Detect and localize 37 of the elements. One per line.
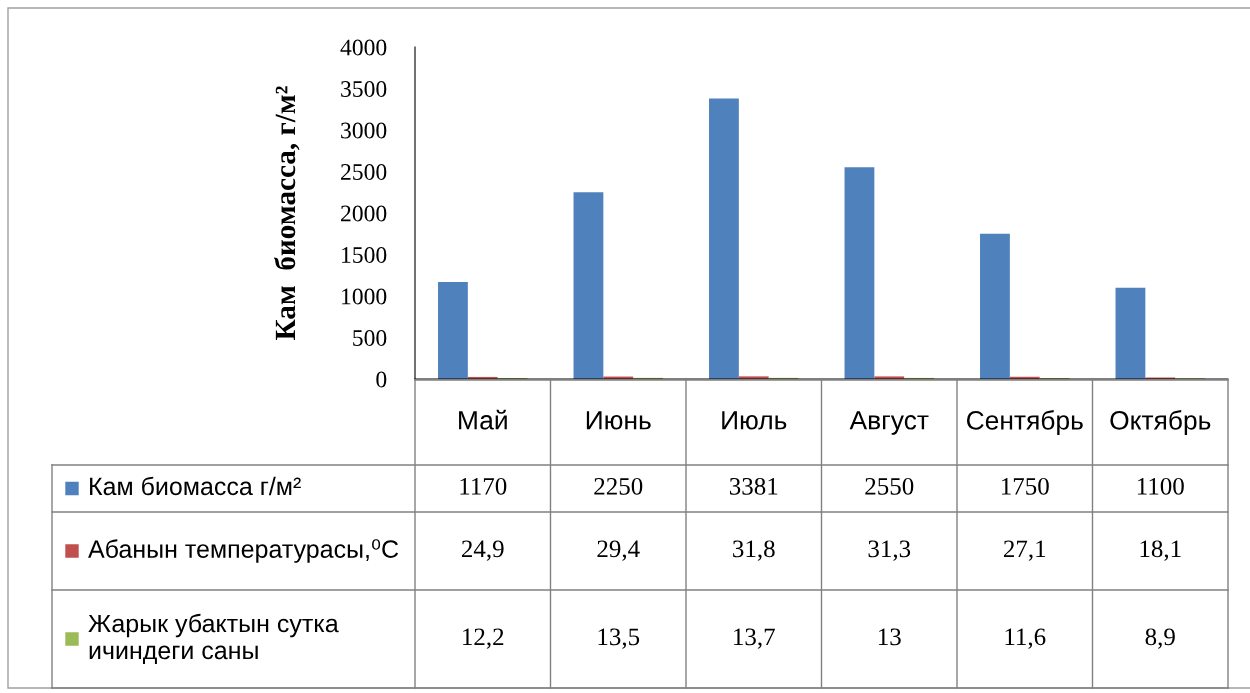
data-label: 31,8	[733, 540, 775, 561]
data-label: 12,2	[463, 628, 504, 649]
data-label: 29,4	[597, 540, 640, 561]
x-tick-label: Июль	[722, 411, 787, 430]
data-label: 13,5	[598, 628, 640, 649]
data-label: 1100	[1137, 477, 1184, 495]
y-tick-label: 2000	[341, 205, 387, 222]
x-tick-label: Сентябрь	[966, 410, 1083, 435]
x-tick-label: Август	[849, 411, 929, 435]
y-axis-title: Кам биомасса, г/м²	[274, 86, 300, 340]
data-label: 8,9	[1145, 628, 1175, 649]
x-tick-label: Июнь	[586, 411, 651, 430]
data-label: 11,6	[1005, 628, 1046, 649]
data-label: 24,9	[461, 540, 504, 561]
legend-label: Кам биомасса г/м²	[90, 476, 301, 496]
data-label: 3381	[729, 477, 778, 495]
data-label: 31,3	[868, 540, 911, 561]
data-label: 2550	[865, 477, 914, 495]
y-tick-label: 500	[353, 329, 387, 346]
y-tick-label: 0	[376, 371, 387, 388]
data-label: 13,7	[734, 628, 775, 649]
y-tick-label: 4000	[340, 39, 387, 56]
data-label: 18,1	[1140, 540, 1181, 561]
y-tick-label: 1500	[342, 246, 387, 263]
data-label: 1750	[1001, 477, 1049, 495]
x-tick-label: Октябрь	[1110, 410, 1211, 435]
y-tick-label: 1000	[342, 288, 387, 305]
y-tick-label: 2500	[341, 163, 387, 180]
legend-label: Жарык убактын сутка ичиндеги саны	[88, 613, 339, 665]
y-tick-label: 3000	[341, 122, 387, 139]
data-label: 27,1	[1003, 540, 1046, 561]
data-label: 1170	[460, 477, 507, 495]
y-tick-label: 3500	[341, 80, 387, 97]
legend-label: Абанын температурасы,⁰C	[88, 539, 399, 563]
data-label: 2250	[594, 477, 643, 495]
x-tick-label: Май	[459, 409, 507, 430]
data-label: 13	[878, 628, 901, 646]
